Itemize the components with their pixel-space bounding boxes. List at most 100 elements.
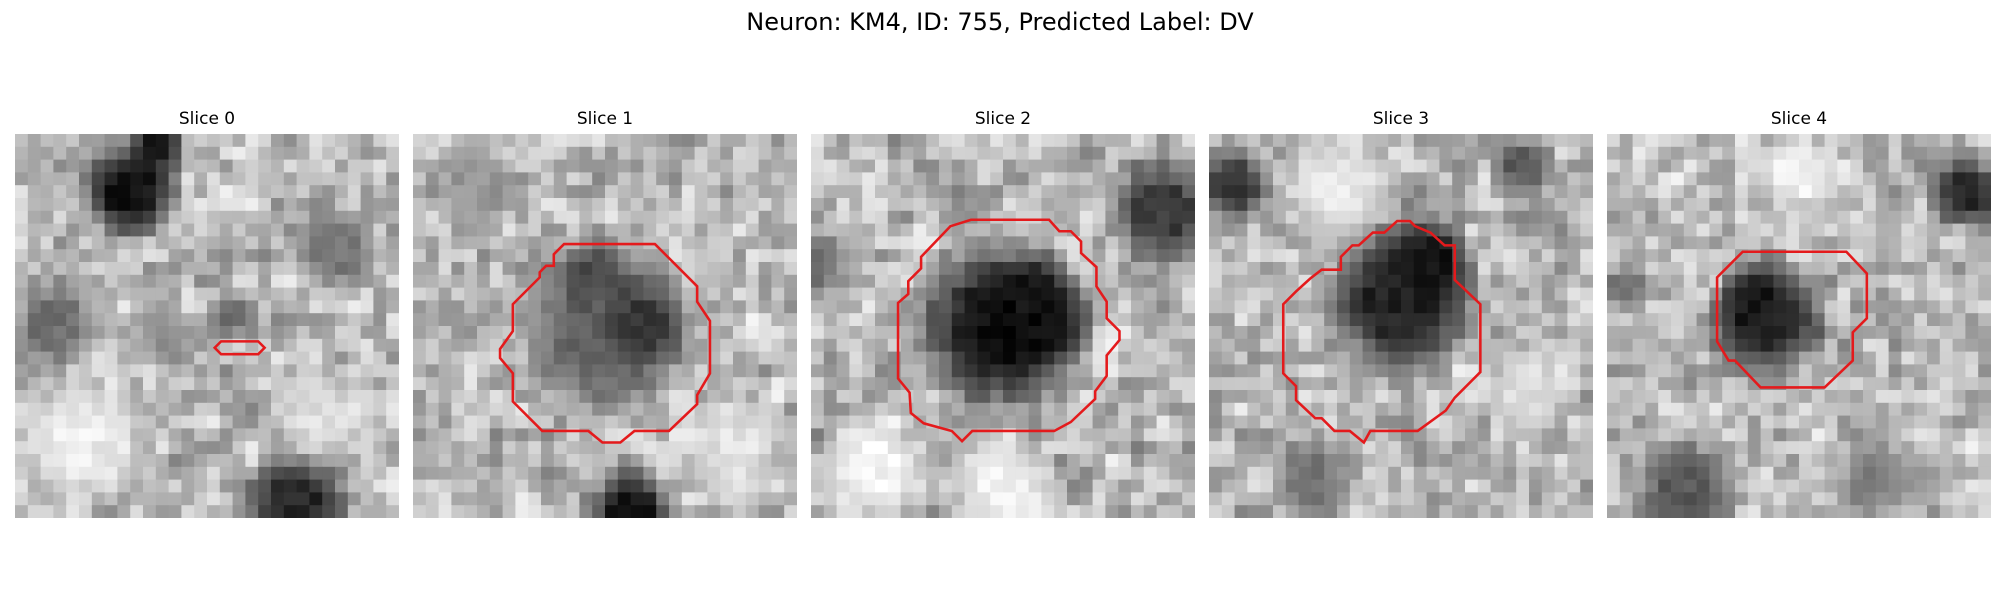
pixel (1298, 479, 1312, 493)
pixel (515, 185, 529, 199)
pixel (66, 236, 80, 250)
pixel (669, 466, 683, 480)
pixel (219, 287, 233, 301)
pixel (1362, 390, 1376, 404)
pixel (1015, 441, 1029, 455)
pixel (1413, 300, 1427, 314)
pixel (1901, 223, 1915, 237)
pixel (143, 364, 157, 378)
pixel (1413, 377, 1427, 391)
pixel (117, 300, 131, 314)
pixel (592, 134, 606, 148)
pixel (913, 210, 927, 224)
pixel (53, 313, 67, 327)
pixel (1439, 134, 1453, 148)
pixel (1811, 210, 1825, 224)
pixel (1092, 492, 1106, 506)
pixel (386, 159, 399, 173)
pixel (1362, 377, 1376, 391)
pixel (887, 172, 901, 186)
pixel (1375, 172, 1389, 186)
pixel (1850, 364, 1864, 378)
pixel (1683, 505, 1697, 518)
pixel (1541, 236, 1555, 250)
pixel (489, 300, 503, 314)
pixel (1580, 146, 1593, 160)
pixel (66, 210, 80, 224)
pixel (669, 479, 683, 493)
pixel (258, 454, 272, 468)
pixel (887, 377, 901, 391)
pixel (502, 185, 516, 199)
pixel (707, 402, 721, 416)
pixel (271, 402, 285, 416)
pixel (1658, 172, 1672, 186)
pixel (1952, 236, 1966, 250)
pixel (425, 134, 439, 148)
pixel (464, 313, 478, 327)
pixel (1619, 223, 1633, 237)
pixel (1978, 441, 1991, 455)
pixel (1567, 313, 1581, 327)
pixel (990, 172, 1004, 186)
pixel (1888, 262, 1902, 276)
pixel (605, 249, 619, 263)
pixel (1760, 479, 1774, 493)
pixel (1079, 236, 1093, 250)
pixel (1901, 351, 1915, 365)
pixel (528, 364, 542, 378)
pixel (1388, 146, 1402, 160)
pixel (1260, 441, 1274, 455)
pixel (1143, 159, 1157, 173)
pixel (53, 185, 67, 199)
pixel (155, 326, 169, 340)
pixel (40, 146, 54, 160)
pixel (1375, 236, 1389, 250)
pixel (1607, 287, 1621, 301)
pixel (1247, 402, 1261, 416)
pixel (1003, 454, 1017, 468)
pixel (1645, 198, 1659, 212)
pixel (1324, 249, 1338, 263)
pixel (155, 172, 169, 186)
pixel (1221, 159, 1235, 173)
pixel (900, 466, 914, 480)
pixel (1735, 428, 1749, 442)
pixel (1028, 274, 1042, 288)
pixel (1952, 492, 1966, 506)
pixel (605, 492, 619, 506)
pixel (168, 351, 182, 365)
pixel (1337, 390, 1351, 404)
pixel (849, 300, 863, 314)
pixel (194, 313, 208, 327)
pixel (913, 313, 927, 327)
pixel (811, 249, 825, 263)
pixel (373, 479, 387, 493)
pixel (1837, 466, 1851, 480)
pixel (130, 249, 144, 263)
pixel (1888, 249, 1902, 263)
pixel (1516, 364, 1530, 378)
pixel (643, 326, 657, 340)
pixel (373, 390, 387, 404)
pixel (1516, 505, 1530, 518)
pixel (451, 159, 465, 173)
pixel (438, 159, 452, 173)
pixel (1939, 262, 1953, 276)
pixel (1477, 159, 1491, 173)
pixel (181, 402, 195, 416)
pixel (425, 300, 439, 314)
pixel (1298, 326, 1312, 340)
pixel (1105, 326, 1119, 340)
pixel (630, 492, 644, 506)
pixel (1067, 390, 1081, 404)
pixel (464, 415, 478, 429)
pixel (1683, 300, 1697, 314)
pixel (1221, 377, 1235, 391)
pixel (1529, 454, 1543, 468)
pixel (745, 210, 759, 224)
pixel (771, 287, 785, 301)
pixel (1156, 377, 1170, 391)
pixel (296, 249, 310, 263)
pixel (1156, 428, 1170, 442)
